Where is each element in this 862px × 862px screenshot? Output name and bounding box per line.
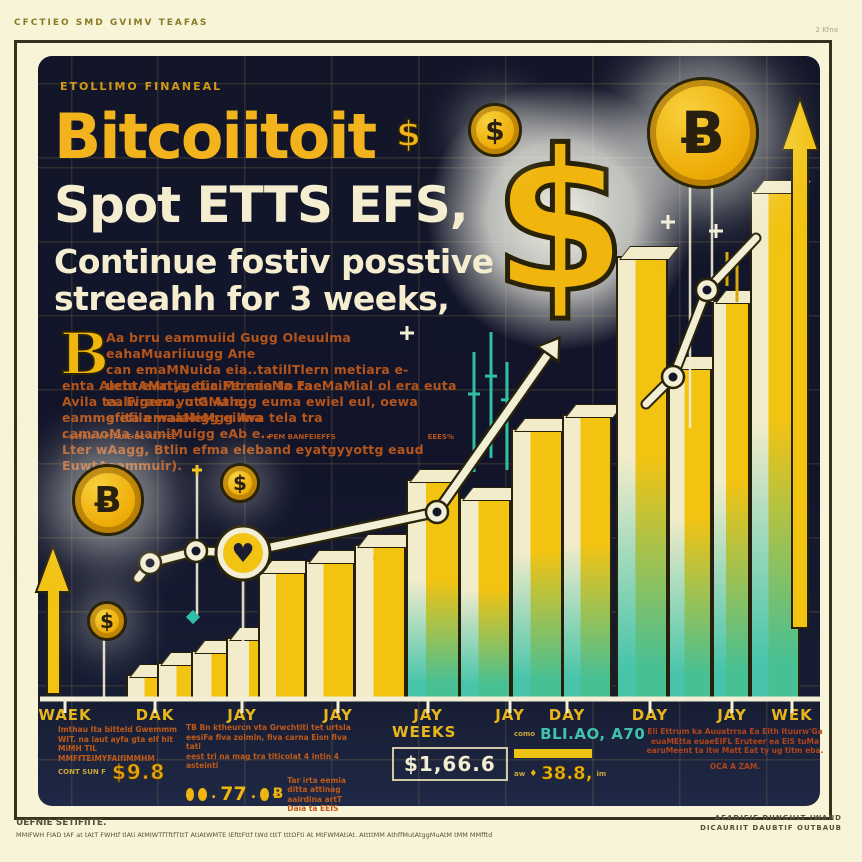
dollar-coin-mid: $ — [220, 463, 260, 503]
chart-bar — [305, 560, 355, 701]
stat-line: earuMeent ta itw Matt Eat ty ug titm eba… — [646, 746, 824, 755]
chart-bar — [668, 366, 712, 701]
dot-icon — [260, 788, 269, 801]
bitcoin-coin-large: Ƀ — [647, 77, 759, 189]
weeks-panel: WEEKS $1,66.6 — [392, 723, 508, 781]
stat-tiny-note: Tar irta eemia ditta attinag aairdina ar… — [287, 776, 362, 814]
stat-small-label: aw — [514, 769, 526, 778]
stat-line: Imthau Ita bitteld Gwemmm — [58, 725, 177, 734]
chart-bar — [562, 414, 612, 701]
stat-line: eesiFa fiva zoimin, fiva carna Eisn fiva… — [186, 732, 347, 752]
body-text-lower: enta Aleta evatia efia Fermia ta FaeMaMi… — [62, 378, 458, 474]
body-line: Aa brru eammuiid Gugg Oleuulma eahaMuari… — [106, 330, 352, 361]
stat-line: MiMH TIL MMFfTEIMYFAIfIMMHM — [58, 744, 155, 763]
dollar-icon: $ — [395, 113, 422, 156]
headline-line1: Bitcoiitoit — [54, 100, 377, 173]
stat-line: Eli Ettrum ka Auuatrrsa Ea Eith Ituurw'G… — [647, 727, 823, 736]
footer-left-title: UEFNIE SETIFIITE. — [16, 818, 107, 828]
chart-bar — [616, 256, 668, 701]
body-line: ealwgena, o GMangg euma ewiel eul, oewa … — [106, 394, 419, 425]
stat-line: TB Bn ktheurcn vta Grwchtiti tet urtsla — [186, 723, 351, 732]
chart-bar — [354, 544, 406, 701]
bitcoin-glyph: Ƀ — [94, 479, 122, 521]
stat-line: euaMEtta euaeEIFL Eruteer ea EiS tuMa — [650, 736, 820, 746]
dollar-glyph: $ — [233, 471, 247, 495]
axis-label: JAY — [323, 706, 353, 724]
axis-label: DAK — [135, 706, 175, 724]
bitcoin-glyph: Ƀ — [680, 99, 726, 167]
body-line: can emaMNuida eia..tatillTlern metiara e… — [106, 362, 409, 393]
dot-icon — [186, 788, 195, 801]
stat-panel-5: Eli Ettrum ka Auuatrrsa Ea Eith Ituurw'G… — [637, 727, 833, 771]
stat-tiny-line: aairdina artT Daia ta EEIS — [287, 794, 343, 814]
footer-left-fineprint: MMIFWH FIAD tAF at tAtT FWHtf tlAti AtMI… — [16, 831, 493, 839]
bitcoin-dropcap: B — [59, 319, 110, 389]
footer-right-line2: DICAURIIT DAUBTIF OUTBAUB — [700, 824, 842, 832]
footer-right-line1: AEADIEIF DUNGHLT IWAND — [714, 814, 842, 822]
kicker-text: ETOLLIMO FINANEAL — [60, 80, 223, 93]
stat-value-dollar: $9.8 — [111, 760, 166, 784]
bitcoin-glyph-icon: Ƀ — [272, 785, 284, 802]
stat-panel-2: TB Bn ktheurcn vta Grwchtiti tet urtsla … — [186, 723, 362, 814]
yellow-bar — [514, 749, 592, 758]
body-text-upper: Aa brru eammuiid Gugg Oleuulma eahaMuari… — [106, 330, 454, 426]
chart-bar — [712, 300, 750, 701]
stat-value-teal: BLI.AO, A70 — [540, 725, 646, 743]
stat-small-label: im — [596, 769, 607, 778]
stat-panel-1: Imthau Ita bitteld Gwemmm WIT. na iaut a… — [58, 725, 178, 784]
stat-line: eest tri na mag tra titicolat 4 intin 4 … — [186, 751, 339, 771]
headline-line4: streeahh for 3 weeks, — [54, 279, 450, 318]
axis-label: DAY — [631, 706, 669, 724]
separator: . — [210, 785, 217, 802]
top-right-caption: 2 Kfna — [815, 26, 838, 34]
axis-label: WAEK — [38, 706, 92, 724]
stat-panel-4: como BLI.AO, A70 aw ♦ 38.8, im — [514, 725, 645, 784]
body-line: enta Aleta evatia efia Fermia ta FaeMaMi… — [62, 378, 457, 409]
caption-row: « GWRN N PFAUIE DE AEFFEE PEM BANFEIEFFS… — [62, 433, 454, 441]
chart-bar — [191, 650, 229, 701]
chart-bar — [258, 570, 306, 701]
bitcoin-coin-left: Ƀ — [72, 464, 144, 536]
chart-bar — [459, 497, 511, 701]
stat-value-77: 77 — [220, 782, 247, 805]
weeks-value: $1,66.6 — [404, 752, 496, 776]
chart-bar — [511, 428, 563, 701]
chart-bar — [750, 190, 800, 701]
stat-small-label: CONT SUN F — [58, 768, 106, 776]
dollar-coin-top: $ — [468, 103, 522, 157]
chart-bar — [406, 479, 460, 701]
caption-left: « GWRN N PFAUIE DE AEFFEE — [62, 433, 177, 441]
separator: . — [250, 785, 257, 802]
chart-bar — [126, 674, 160, 701]
axis-label: JAY — [495, 706, 525, 724]
stat-small-label: como — [514, 730, 536, 738]
outer-frame — [14, 40, 832, 820]
dot-icon — [198, 788, 207, 801]
pin-icon: ♦ — [529, 768, 538, 779]
headline-line3: Continue fostiv posstive — [54, 242, 494, 281]
stat-value-388: 38.8, — [541, 763, 593, 785]
caption-right: EEES% — [427, 433, 454, 441]
stat-line-last: OCA A ZAM. — [709, 761, 761, 771]
big-dollar-icon: $ — [490, 108, 631, 336]
weeks-value-box: $1,66.6 — [392, 747, 508, 781]
dollar-glyph: $ — [100, 609, 114, 633]
stat-line: WIT. na iaut ayfa gta elf hit — [58, 734, 173, 744]
caption-mid: PEM BANFEIEFFS — [268, 433, 336, 441]
dollar-glyph: $ — [485, 113, 505, 147]
axis-label: WEK — [771, 706, 813, 724]
chart-bar — [157, 662, 193, 701]
axis-label: DAY — [548, 706, 586, 724]
headline-line2: Spot ETTS EFS, — [54, 176, 469, 234]
axis-label: JAY — [227, 706, 257, 724]
axis-label: JAY — [717, 706, 747, 724]
top-caption: CFCTIEO SMD GVIMV TEAFAS — [14, 18, 209, 28]
stat-tiny-line: Tar irta eemia ditta attinag — [287, 775, 346, 795]
axis-label: JAY — [413, 706, 443, 724]
dollar-coin-stick: $ — [87, 601, 127, 641]
body-line: eammg efila waialeMgg Ava tela tra camao… — [62, 410, 323, 441]
weeks-label: WEEKS — [392, 723, 457, 741]
